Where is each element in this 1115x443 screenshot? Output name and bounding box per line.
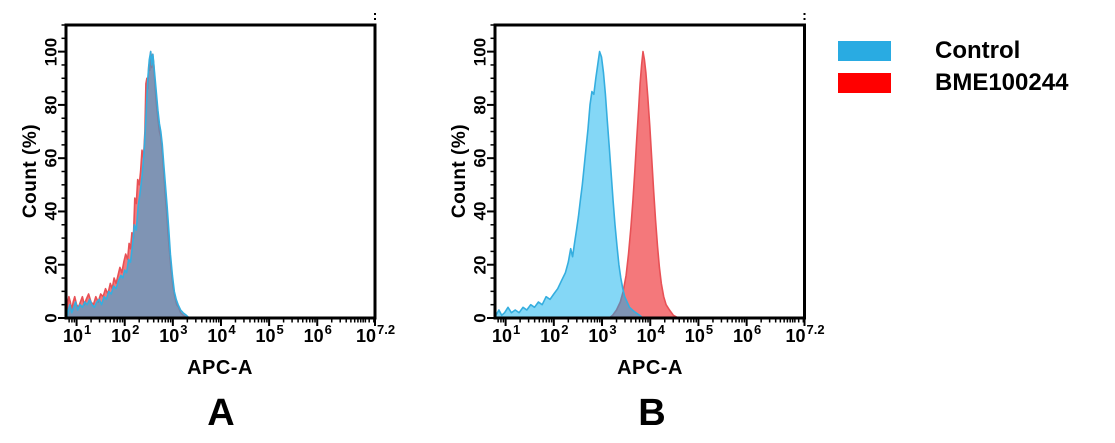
y-tick-label: 20 xyxy=(470,255,490,275)
x-tick-label: 102 xyxy=(540,322,569,346)
x-tick-label: 102 xyxy=(111,322,140,346)
panel-letter-a: A xyxy=(207,392,235,434)
x-tick-label: 105 xyxy=(684,322,714,346)
x-tick-label: 103 xyxy=(588,322,617,346)
x-tick-label: 107.2 xyxy=(785,322,825,346)
y-tick-label: 20 xyxy=(41,255,61,275)
x-tick-label: 101 xyxy=(62,322,92,346)
series-bme100244-area xyxy=(609,51,679,318)
x-tick-label: 106 xyxy=(733,322,762,346)
y-tick-label: 40 xyxy=(41,201,61,221)
legend-item-control: Control xyxy=(838,38,1068,64)
series-bme100244-outline xyxy=(608,50,679,319)
x-axis-label-panel-a: APC-A xyxy=(187,357,253,379)
x-tick-label: 104 xyxy=(636,322,665,346)
x-tick-label: 101 xyxy=(491,322,521,346)
series-control-outline xyxy=(495,50,644,319)
plot-frame xyxy=(64,23,377,320)
y-tick-label: 0 xyxy=(470,313,490,323)
legend-swatch-bme100244 xyxy=(838,73,891,93)
x-tick-label: 106 xyxy=(303,322,332,346)
legend-label-bme100244: BME100244 xyxy=(935,69,1069,96)
y-axis-label-panel-b: Count (%) xyxy=(449,123,470,219)
y-tick-label: 0 xyxy=(41,313,61,323)
y-tick-label: 60 xyxy=(41,148,61,168)
panel-letter-b: B xyxy=(638,392,666,434)
x-tick-label: 107.2 xyxy=(355,322,396,346)
y-tick-label: 60 xyxy=(470,148,490,168)
series-control-area xyxy=(66,51,190,318)
x-tick-label: 105 xyxy=(255,322,284,346)
legend: Control BME100244 xyxy=(838,38,1068,102)
series-control-area xyxy=(495,51,643,318)
x-tick-label: 103 xyxy=(159,322,188,346)
legend-item-bme100244: BME100244 xyxy=(838,70,1068,96)
y-tick-label: 100 xyxy=(41,37,61,66)
y-tick-label: 80 xyxy=(470,95,490,115)
x-axis-label-panel-b: APC-A xyxy=(617,357,683,379)
y-axis-label-panel-a: Count (%) xyxy=(20,123,41,219)
legend-swatch-control xyxy=(838,41,891,61)
x-tick-label: 104 xyxy=(207,322,236,346)
y-tick-label: 80 xyxy=(41,95,61,115)
legend-label-control: Control xyxy=(935,37,1021,64)
series-control-outline xyxy=(66,50,190,319)
y-tick-label: 40 xyxy=(470,201,490,221)
y-tick-label: 100 xyxy=(470,37,490,66)
